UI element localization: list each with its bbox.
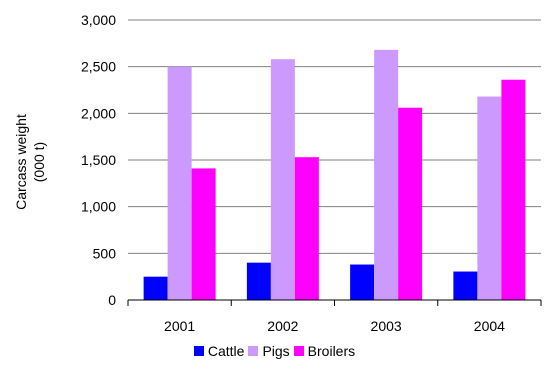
legend-swatch [193,346,204,356]
x-axis-ticks: 2001 2002 2003 2004 [164,318,505,334]
bar-broilers-2001 [191,168,216,300]
x-tick-label: 2002 [267,318,298,334]
x-tick-label: 2001 [164,318,195,334]
bar-pigs-2004 [477,96,502,301]
y-tick-label: 0 [108,292,116,308]
bar-cattle-2003 [350,264,375,300]
bars [143,49,526,301]
legend-item-broilers: Broilers [293,343,356,359]
legend-label: Cattle [207,343,245,359]
y-axis-ticks: 0 500 1,000 1,500 2,000 2,500 3,000 [81,12,116,308]
legend-label: Broilers [307,343,356,359]
bar-cattle-2004 [453,271,478,300]
y-tick-label: 1,000 [81,199,116,215]
bar-broilers-2004 [501,79,526,300]
y-tick-label: 2,500 [81,59,116,75]
y-tick-label: 500 [93,245,117,261]
legend-swatch [248,346,259,356]
y-tick-label: 3,000 [81,12,116,28]
bar-broilers-2002 [294,157,319,300]
y-tick-label: 2,000 [81,105,116,121]
legend-label: Pigs [262,343,290,359]
bar-cattle-2001 [143,276,168,300]
x-tick-label: 2004 [474,318,505,334]
bar-broilers-2003 [398,107,423,300]
bar-pigs-2002 [270,59,295,301]
legend-item-pigs: Pigs [248,343,290,359]
legend-swatch [293,346,304,356]
bar-pigs-2003 [374,49,399,300]
x-axis [127,299,542,306]
legend: Cattle Pigs Broilers [0,343,549,359]
bar-pigs-2001 [167,66,192,301]
y-tick-label: 1,500 [81,152,116,168]
x-tick-label: 2003 [371,318,402,334]
legend-item-cattle: Cattle [193,343,245,359]
bar-cattle-2002 [246,262,271,300]
